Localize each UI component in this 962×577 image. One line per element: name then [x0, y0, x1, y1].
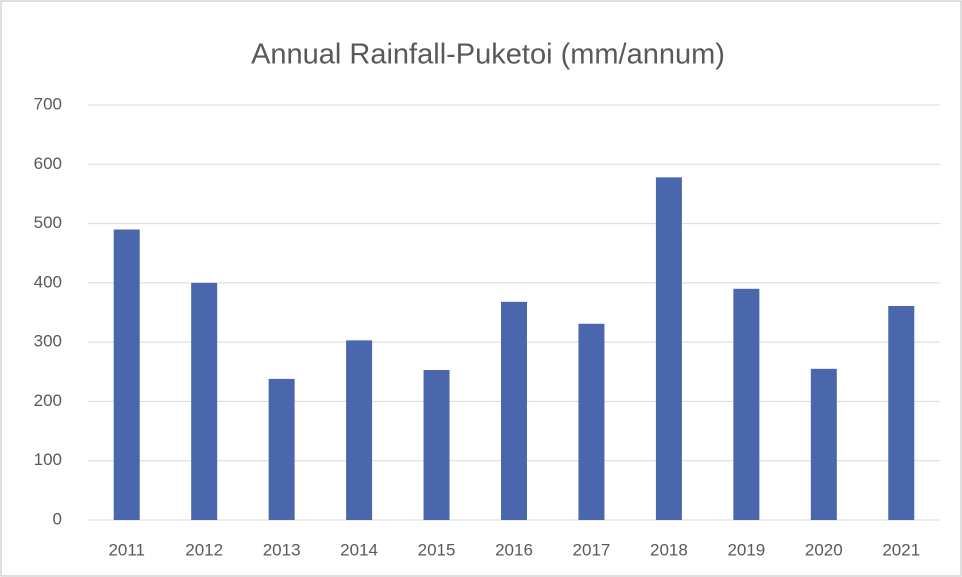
- y-tick-label: 400: [34, 272, 62, 291]
- bar: [501, 301, 527, 520]
- x-tick-label: 2021: [882, 540, 920, 559]
- bar: [191, 282, 218, 520]
- bar: [346, 340, 373, 520]
- bar: [423, 370, 450, 520]
- bar: [655, 177, 682, 521]
- y-tick-label: 300: [34, 332, 62, 351]
- x-tick-label: 2012: [185, 540, 223, 559]
- x-tick-label: 2019: [727, 540, 765, 559]
- bar: [888, 305, 915, 520]
- y-tick-label: 0: [53, 509, 62, 528]
- bar: [733, 288, 760, 520]
- bar: [578, 323, 605, 520]
- y-tick-label: 700: [34, 94, 62, 113]
- x-tick-label: 2014: [340, 540, 378, 559]
- x-tick-label: 2013: [263, 540, 301, 559]
- chart-title: Annual Rainfall-Puketoi (mm/annum): [251, 39, 725, 71]
- bar: [113, 229, 140, 520]
- y-tick-label: 600: [34, 154, 62, 173]
- x-tick-label: 2018: [650, 540, 688, 559]
- bar: [268, 378, 295, 520]
- x-tick-label: 2015: [418, 540, 456, 559]
- y-tick-label: 500: [34, 213, 62, 232]
- x-tick-label: 2016: [495, 540, 533, 559]
- y-tick-label: 100: [34, 450, 62, 469]
- bar: [810, 368, 837, 520]
- x-tick-label: 2011: [108, 540, 145, 559]
- x-tick-label: 2017: [573, 540, 611, 559]
- y-tick-label: 200: [34, 391, 62, 410]
- x-tick-label: 2020: [805, 540, 843, 559]
